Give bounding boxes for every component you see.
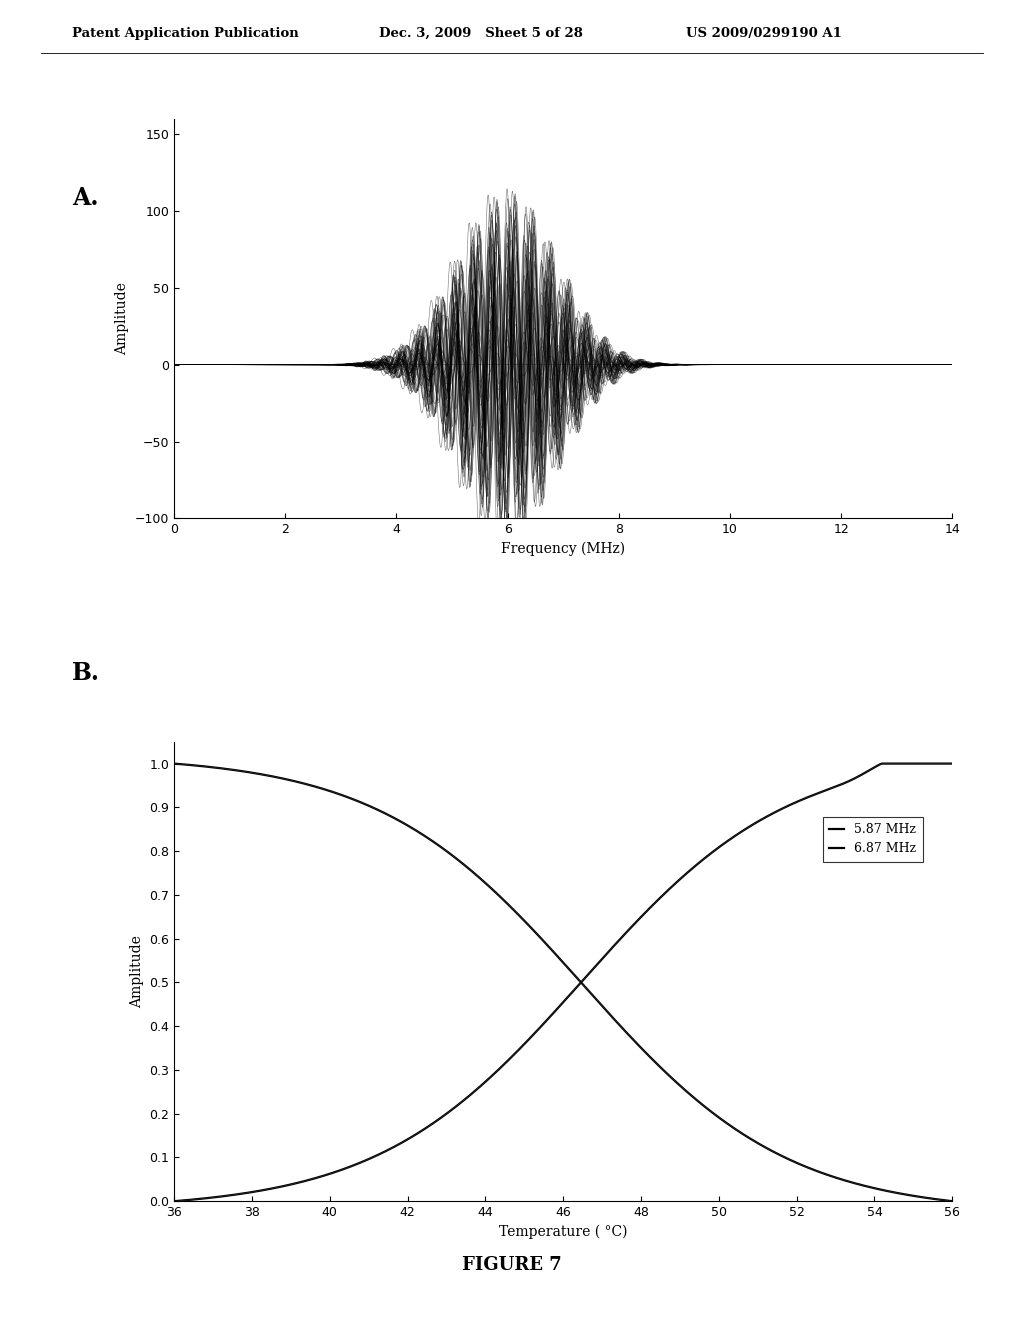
X-axis label: Temperature ( °C): Temperature ( °C)	[499, 1225, 628, 1239]
5.87 MHz	[627, 1031, 639, 1047]
Text: B.: B.	[72, 661, 99, 685]
Y-axis label: Amplitude: Amplitude	[116, 282, 129, 355]
5.87 MHz	[520, 915, 532, 931]
6.87 MHz	[168, 1193, 180, 1209]
Text: Dec. 3, 2009   Sheet 5 of 28: Dec. 3, 2009 Sheet 5 of 28	[379, 26, 583, 40]
6.87 MHz	[754, 812, 766, 828]
Line: 6.87 MHz: 6.87 MHz	[174, 763, 952, 1201]
5.87 MHz	[688, 1090, 700, 1106]
Text: Patent Application Publication: Patent Application Publication	[72, 26, 298, 40]
Line: 5.87 MHz: 5.87 MHz	[174, 763, 952, 1201]
6.87 MHz	[688, 859, 700, 875]
Text: A.: A.	[72, 186, 98, 210]
5.87 MHz	[368, 800, 380, 816]
6.87 MHz	[520, 1034, 532, 1049]
6.87 MHz	[876, 755, 888, 771]
6.87 MHz	[368, 1148, 380, 1164]
5.87 MHz	[168, 755, 180, 771]
6.87 MHz	[627, 917, 639, 933]
6.87 MHz	[305, 1171, 317, 1187]
5.87 MHz	[946, 1193, 958, 1209]
X-axis label: Frequency (MHz): Frequency (MHz)	[501, 541, 626, 556]
6.87 MHz	[946, 755, 958, 771]
Legend: 5.87 MHz, 6.87 MHz: 5.87 MHz, 6.87 MHz	[823, 817, 923, 862]
Y-axis label: Amplitude: Amplitude	[130, 935, 143, 1008]
Text: FIGURE 7: FIGURE 7	[462, 1255, 562, 1274]
5.87 MHz	[754, 1137, 766, 1152]
Text: US 2009/0299190 A1: US 2009/0299190 A1	[686, 26, 842, 40]
5.87 MHz	[305, 777, 317, 793]
